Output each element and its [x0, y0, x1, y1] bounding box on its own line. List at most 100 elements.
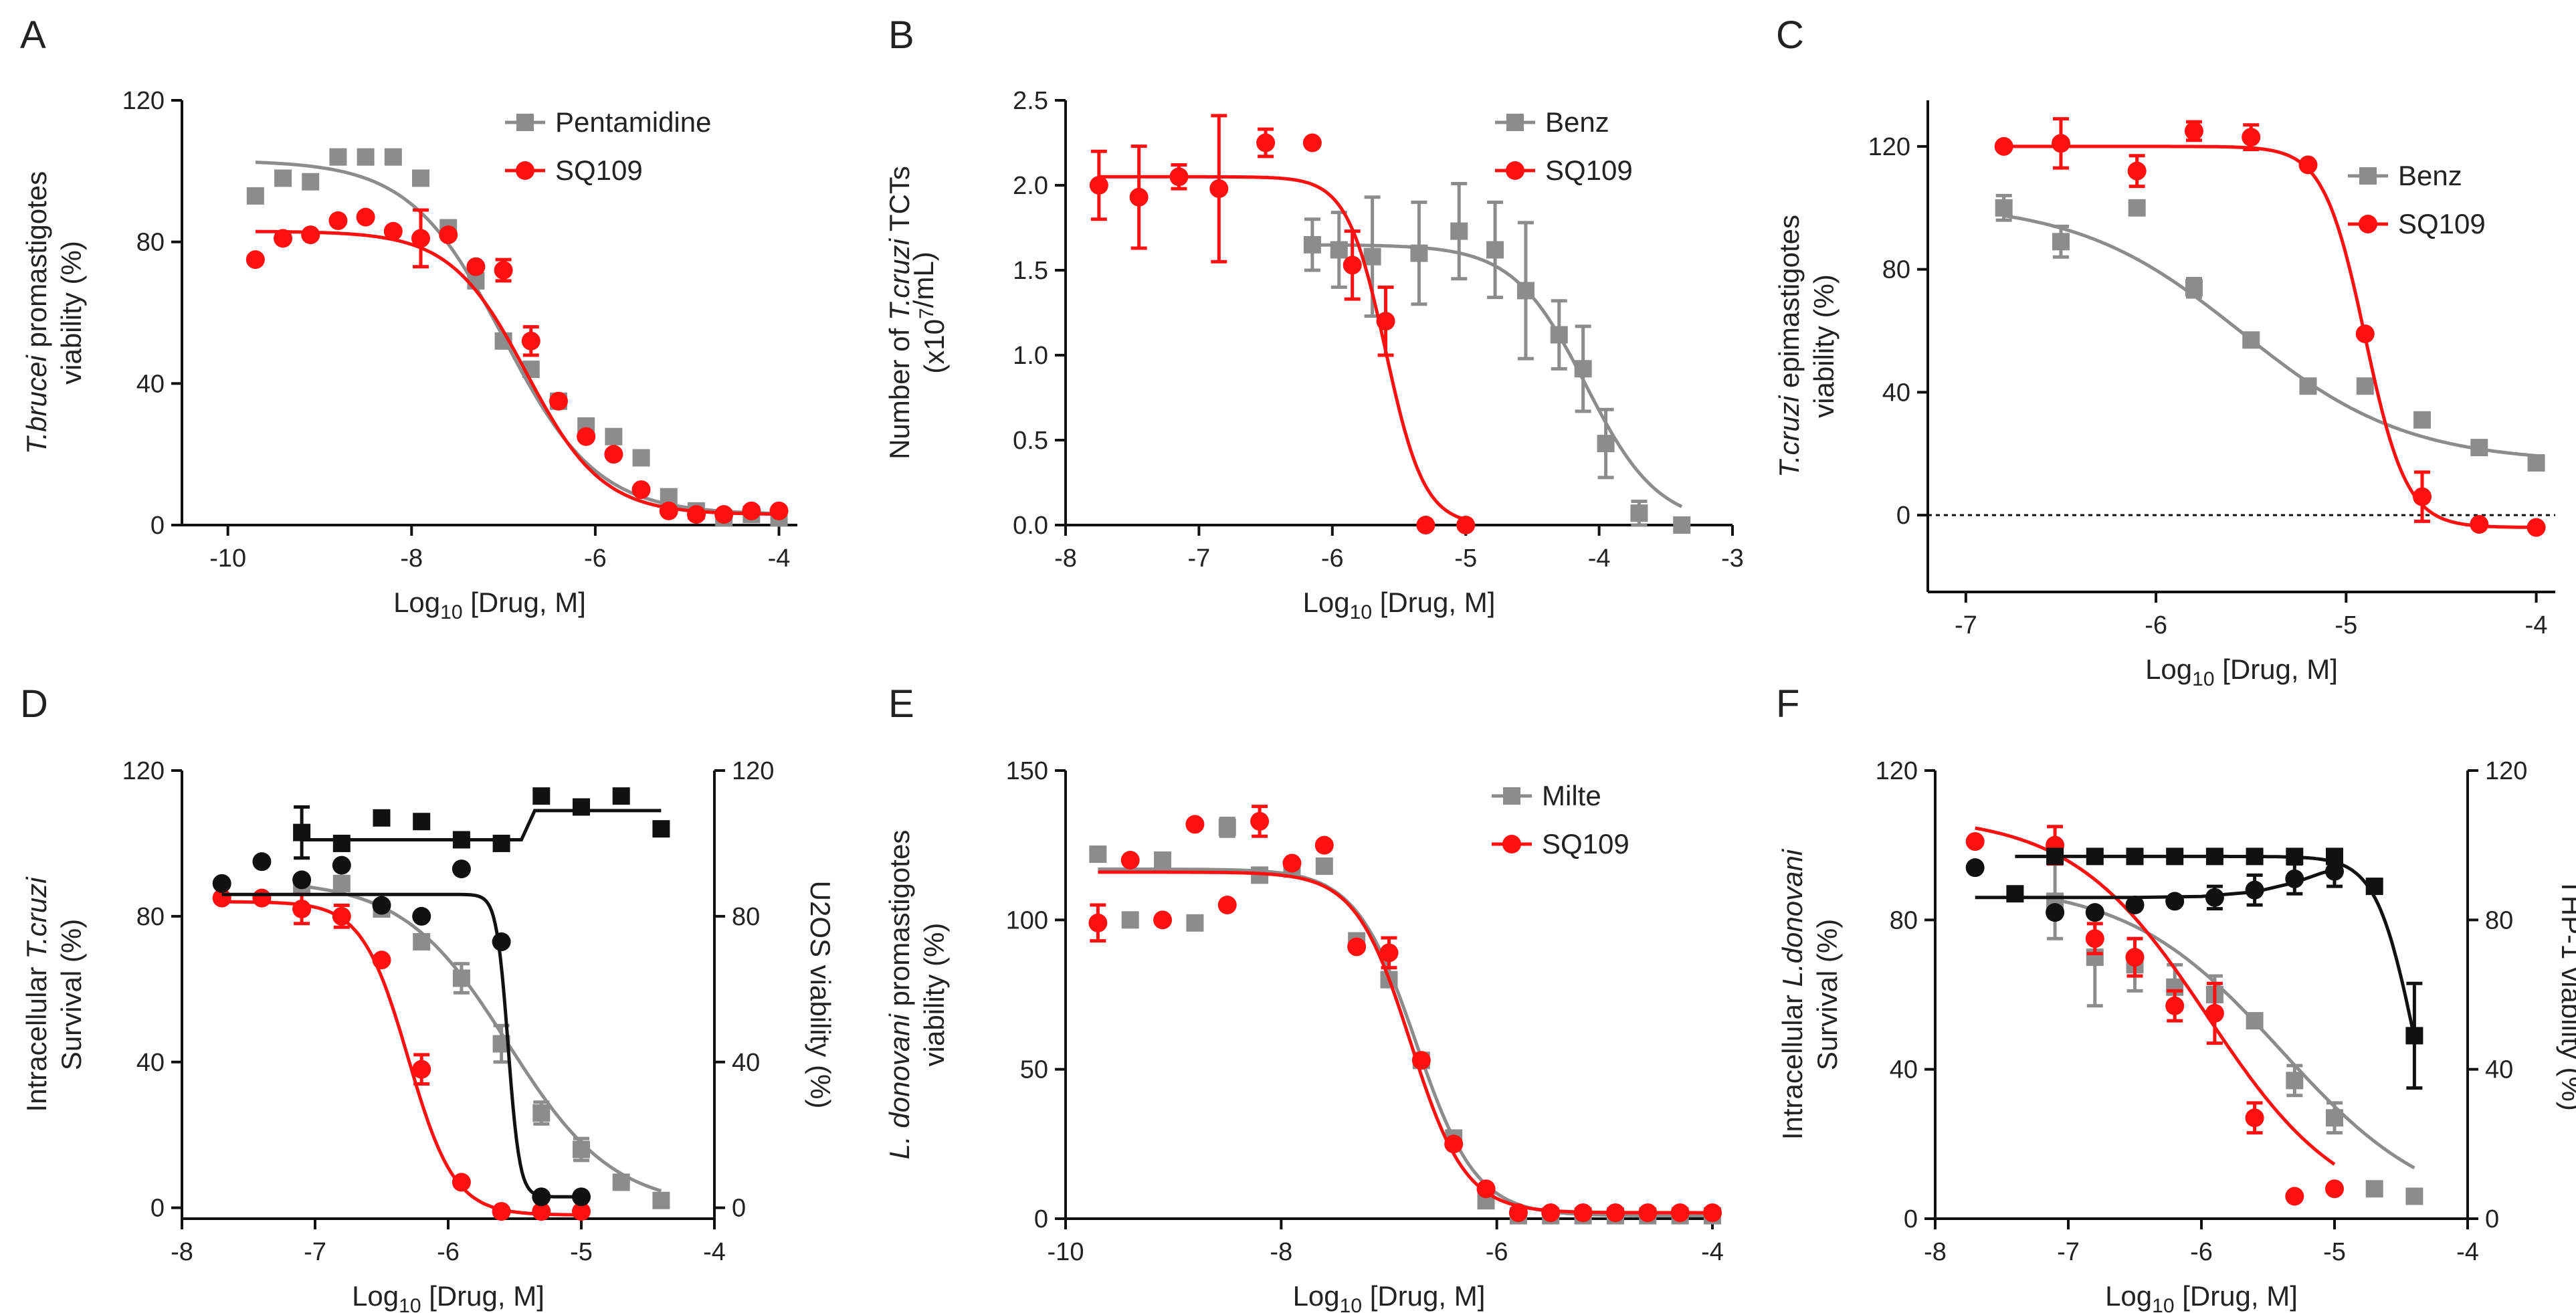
x-tick-label: -6: [2145, 611, 2167, 639]
data-point: [2285, 1187, 2304, 1206]
data-point: [2185, 279, 2203, 297]
data-point: [1411, 1051, 1431, 1070]
data-point: [605, 427, 623, 445]
legend-label: SQ109: [2398, 208, 2486, 239]
y-tick-label: 40: [136, 370, 165, 398]
data-point: [686, 505, 706, 524]
data-point: [492, 1202, 511, 1221]
y-tick-label: 40: [1890, 1056, 1918, 1084]
data-point: [292, 870, 312, 890]
x-tick-label: -6: [1321, 544, 1344, 573]
panel-B: B -8 -7 -6 -5 -4 -3 0.0 0.5 1.0 1.5 2.0 2.5 Log10 [Dr…: [884, 13, 1744, 623]
x-axis-label: Log10 [Drug, M]: [393, 587, 586, 623]
data-point: [521, 331, 540, 350]
data-point: [2325, 862, 2344, 881]
x-tick-label: -3: [1721, 544, 1744, 573]
data-point: [384, 148, 402, 166]
y-tick-label: 120: [122, 87, 165, 115]
y-tick-label: 0: [151, 1195, 165, 1223]
series-benz: [1303, 181, 1691, 534]
data-point: [1303, 235, 1321, 254]
data-point: [769, 501, 789, 520]
data-point: [632, 449, 650, 467]
x-tick-label: -7: [304, 1238, 326, 1266]
data-point: [252, 888, 272, 908]
right-y-tick-label: 80: [732, 903, 760, 931]
x-tick-label: -8: [1270, 1238, 1292, 1266]
x-tick-label: -4: [2525, 611, 2548, 639]
x-tick-label: -6: [437, 1238, 460, 1266]
right-y-tick-label: 40: [732, 1049, 760, 1077]
panel-letter: F: [1776, 682, 1799, 726]
legend-marker: [516, 161, 534, 180]
x-tick-label: -6: [1486, 1238, 1508, 1266]
data-point: [1965, 858, 1985, 878]
data-point: [2527, 518, 2546, 537]
legend-item: SQ109: [1492, 828, 1629, 860]
data-point: [2299, 377, 2317, 395]
data-point: [1476, 1179, 1496, 1199]
series-sq109: [1994, 117, 2546, 537]
data-point: [2242, 331, 2260, 349]
y-tick-label: 2.5: [1013, 87, 1048, 115]
panel-letter: B: [888, 13, 914, 57]
legend-item: SQ109: [2348, 208, 2486, 239]
x-tick-label: -8: [1924, 1238, 1947, 1266]
legend-label: SQ109: [555, 155, 643, 186]
data-point: [2126, 847, 2144, 866]
y-tick-label: 50: [1020, 1056, 1048, 1084]
data-point: [1574, 360, 1592, 378]
data-point: [332, 834, 351, 852]
x-tick-label: -4: [703, 1238, 726, 1266]
data-point: [329, 148, 347, 166]
data-point: [413, 933, 431, 951]
x-tick-label: -4: [1588, 544, 1611, 573]
right-y-axis-label: THP-1 viability (%): [2556, 878, 2576, 1111]
legend-item: Benz: [2348, 160, 2462, 191]
data-point: [2413, 487, 2432, 506]
legend-label: Benz: [2398, 160, 2462, 191]
data-point: [332, 874, 351, 892]
y-tick-label: 0: [1904, 1205, 1918, 1233]
y-tick-label: 80: [1882, 256, 1910, 284]
data-point: [532, 1104, 551, 1122]
data-point: [1343, 256, 1362, 275]
data-point: [1541, 1203, 1561, 1223]
y-axis-label-line: Survival (%): [1811, 919, 1843, 1070]
y-tick-label: 2.0: [1013, 172, 1048, 200]
data-point: [1282, 853, 1302, 873]
y-tick-label: 0: [1896, 502, 1910, 530]
data-point: [572, 1202, 591, 1221]
x-tick-label: -8: [1054, 544, 1077, 573]
legend-item: SQ109: [1495, 155, 1633, 186]
data-point: [2365, 878, 2383, 896]
data-point: [549, 391, 568, 411]
data-point: [2205, 1003, 2224, 1023]
right-y-tick-label: 0: [2485, 1205, 2499, 1233]
fit-curve: [1098, 175, 1466, 522]
series-milte-thp-1-: [2006, 847, 2423, 1090]
fit-curve: [2054, 898, 2415, 1170]
panel-letter: D: [20, 682, 48, 726]
legend-item: Pentamidine: [505, 106, 711, 138]
series-sq109-intracellular-: [212, 888, 591, 1221]
panel-letter: E: [888, 682, 914, 726]
data-point: [1508, 1203, 1528, 1223]
data-point: [1218, 818, 1236, 836]
data-point: [1486, 241, 1504, 259]
data-point: [742, 501, 761, 520]
fit-curve: [2003, 144, 2537, 529]
legend-item: Milte: [1492, 780, 1601, 811]
x-axis-label: Log10 [Drug, M]: [352, 1280, 544, 1313]
data-point: [652, 1191, 670, 1209]
data-point: [2413, 411, 2432, 429]
data-point: [652, 820, 670, 838]
data-point: [1217, 896, 1237, 914]
legend-label: Pentamidine: [555, 106, 711, 138]
y-axis-label-line: Intracellular T.cruzi: [21, 876, 52, 1112]
data-point: [412, 169, 430, 187]
y-tick-label: 80: [1890, 906, 1918, 934]
x-axis-label: Log10 [Drug, M]: [1303, 587, 1496, 623]
data-point: [2046, 903, 2065, 922]
